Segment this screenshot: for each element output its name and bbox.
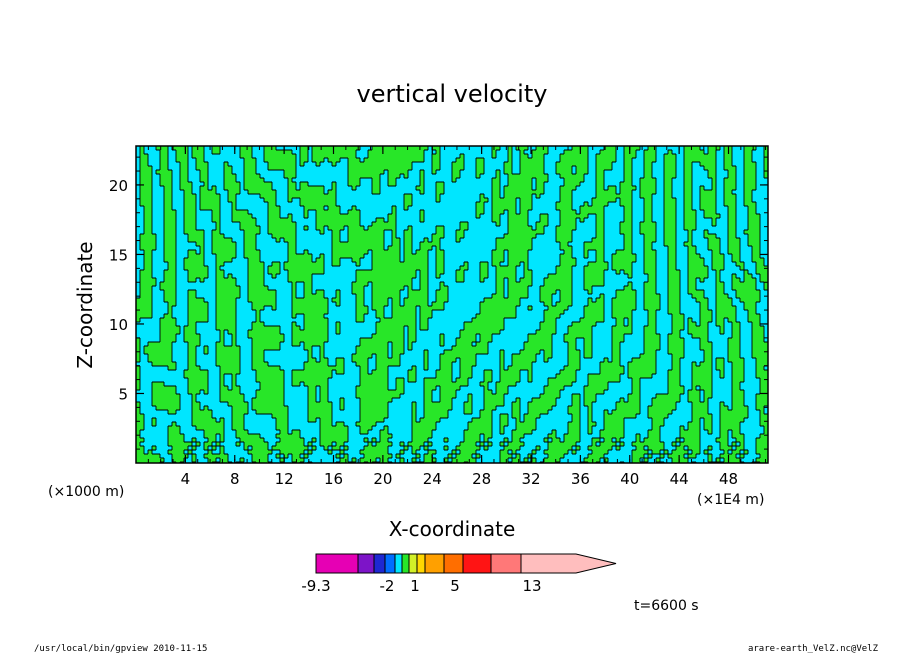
colorbar-swatch [373, 553, 386, 574]
colorbar-swatch [401, 553, 410, 574]
y-tick-label: 15 [109, 246, 128, 264]
x-tick-label: 16 [324, 470, 343, 488]
colorbar-label: -2 [380, 577, 395, 595]
colorbar-swatch [424, 553, 445, 574]
x-tick-label: 44 [670, 470, 689, 488]
colorbar-swatch [520, 553, 617, 574]
colorbar [315, 553, 617, 574]
x-axis-ticks: 4 8 12 16 20 24 28 32 36 40 44 48 [135, 146, 767, 488]
colorbar-swatch [490, 553, 522, 574]
colorbar-swatch [315, 553, 359, 574]
colorbar-swatch [408, 553, 418, 574]
footer-left: /usr/local/bin/gpview 2010-11-15 [34, 644, 207, 654]
x-tick-label: 40 [620, 470, 639, 488]
x-tick-label: 28 [472, 470, 491, 488]
y-axis-label: Z-coordinate [73, 241, 97, 368]
x-tick-label: 32 [521, 470, 540, 488]
x-tick-label: 48 [719, 470, 738, 488]
y-axis-ticks: 5 10 15 20 [109, 156, 768, 464]
colorbar-label: 1 [410, 577, 420, 595]
y-tick-label: 20 [109, 177, 128, 195]
y-tick-label: 10 [109, 316, 128, 334]
colorbar-label: -9.3 [301, 577, 330, 595]
x-tick-label: 36 [571, 470, 590, 488]
colorbar-label: 13 [522, 577, 541, 595]
colorbar-swatch [416, 553, 426, 574]
x-unit-right: (×1E4 m) [697, 492, 764, 508]
colorbar-label: 5 [450, 577, 460, 595]
x-tick-label: 12 [275, 470, 294, 488]
x-tick-label: 8 [230, 470, 240, 488]
contour-lines [136, 146, 768, 463]
x-tick-label: 20 [373, 470, 392, 488]
x-tick-label: 24 [423, 470, 442, 488]
chart-title: vertical velocity [357, 80, 548, 108]
field-positive-region [136, 146, 768, 463]
time-label: t=6600 s [634, 598, 699, 614]
x-tick-label: 4 [181, 470, 191, 488]
colorbar-labels: -9.3 -2 1 5 13 [301, 577, 541, 595]
x-axis-label: X-coordinate [389, 517, 516, 541]
x-unit-left: (×1000 m) [48, 484, 124, 500]
footer-right: arare-earth_VelZ.nc@VelZ [748, 644, 879, 654]
plot-frame [135, 145, 769, 464]
colorbar-swatch [462, 553, 492, 574]
contour-field [136, 146, 768, 463]
colorbar-swatch [443, 553, 464, 574]
colorbar-swatch [384, 553, 396, 574]
colorbar-swatch [357, 553, 375, 574]
colorbar-swatch [394, 553, 403, 574]
y-tick-label: 5 [118, 385, 128, 403]
